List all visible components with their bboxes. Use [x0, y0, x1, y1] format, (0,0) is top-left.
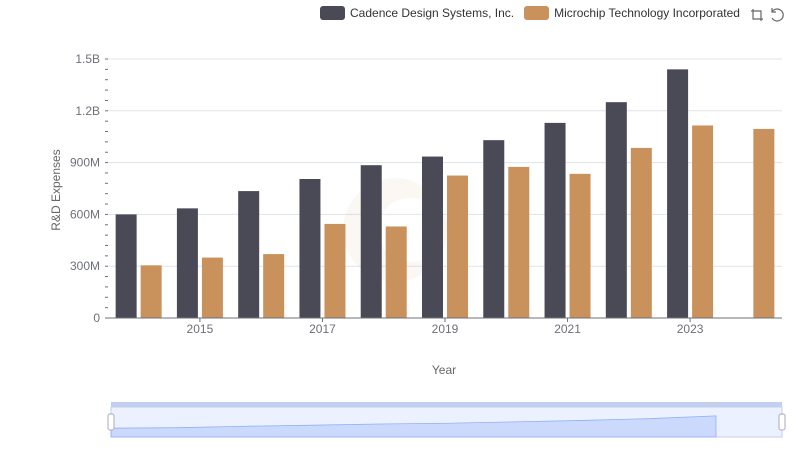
x-tick-label: 2017	[309, 322, 336, 336]
y-tick-label: 1.2B	[75, 104, 100, 118]
y-axis-title: R&D Expenses	[49, 149, 63, 230]
y-tick-label: 300M	[70, 259, 100, 273]
bar-microchip-2024	[753, 128, 775, 318]
bar-cadence-2023	[667, 69, 689, 318]
bar-microchip-2023	[692, 125, 714, 318]
zoom-preview-area	[110, 415, 717, 438]
x-tick-label: 2021	[554, 322, 581, 336]
zoom-select-icon[interactable]	[748, 6, 766, 24]
x-tick-label: 2023	[677, 322, 704, 336]
x-axis-title: Year	[432, 363, 456, 377]
bar-cadence-2022	[605, 102, 627, 319]
zoom-handle-left[interactable]	[107, 413, 115, 431]
legend-item-cadence[interactable]: Cadence Design Systems, Inc.	[320, 6, 514, 20]
bar-microchip-2019	[447, 175, 468, 318]
legend-label-microchip: Microchip Technology Incorporated	[554, 6, 740, 20]
bar-microchip-2020	[508, 166, 530, 318]
zoom-top-bar	[111, 402, 782, 407]
bar-cadence-2019	[422, 156, 443, 318]
y-tick-label: 600M	[70, 207, 100, 221]
legend-item-microchip[interactable]: Microchip Technology Incorporated	[524, 6, 740, 20]
data-zoom-slider[interactable]	[107, 402, 786, 438]
bar-cadence-2015	[176, 208, 198, 318]
bar-microchip-2016	[263, 254, 285, 318]
y-tick-label: 1.5B	[75, 52, 100, 66]
bar-cadence-2014	[115, 214, 137, 318]
restore-icon[interactable]	[768, 6, 786, 24]
legend-label-cadence: Cadence Design Systems, Inc.	[350, 6, 515, 20]
bar-microchip-2014	[140, 265, 162, 318]
zoom-handle-right[interactable]	[778, 413, 786, 431]
bar-cadence-2016	[238, 191, 260, 318]
y-tick-label: 900M	[70, 156, 100, 170]
legend-swatch-microchip	[524, 6, 550, 20]
bar-microchip-2021	[569, 173, 591, 318]
zoom-window	[110, 406, 783, 438]
bar-cadence-2017	[299, 179, 321, 318]
bar-cadence-2018	[360, 165, 382, 318]
y-tick-label: 0	[93, 311, 100, 325]
bar-cadence-2020	[483, 140, 505, 318]
bar-microchip-2015	[201, 257, 223, 318]
axes: 0 300M 600M 900M 1.2B 1.5B 2015 2017 2019 2021 202…	[70, 52, 782, 336]
bar-microchip-2022	[630, 147, 652, 318]
x-tick-label: 2019	[432, 322, 459, 336]
legend-swatch-cadence	[320, 6, 345, 20]
bar-microchip-2017	[324, 223, 346, 318]
bars	[115, 69, 775, 319]
bar-cadence-2021	[544, 122, 566, 319]
legend: Cadence Design Systems, Inc. Microchip T…	[320, 4, 750, 22]
toolbox	[746, 6, 786, 24]
x-tick-label: 2015	[187, 322, 214, 336]
bar-microchip-2018	[385, 226, 407, 318]
